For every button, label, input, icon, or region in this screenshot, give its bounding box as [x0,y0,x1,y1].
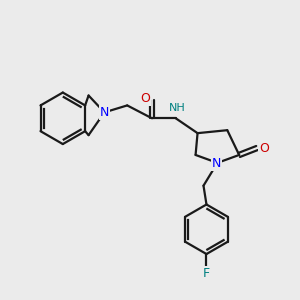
Text: N: N [212,158,221,170]
Text: F: F [203,267,210,280]
Text: O: O [259,142,269,154]
Text: O: O [140,92,150,105]
Text: NH: NH [169,103,186,113]
Text: N: N [100,106,109,119]
